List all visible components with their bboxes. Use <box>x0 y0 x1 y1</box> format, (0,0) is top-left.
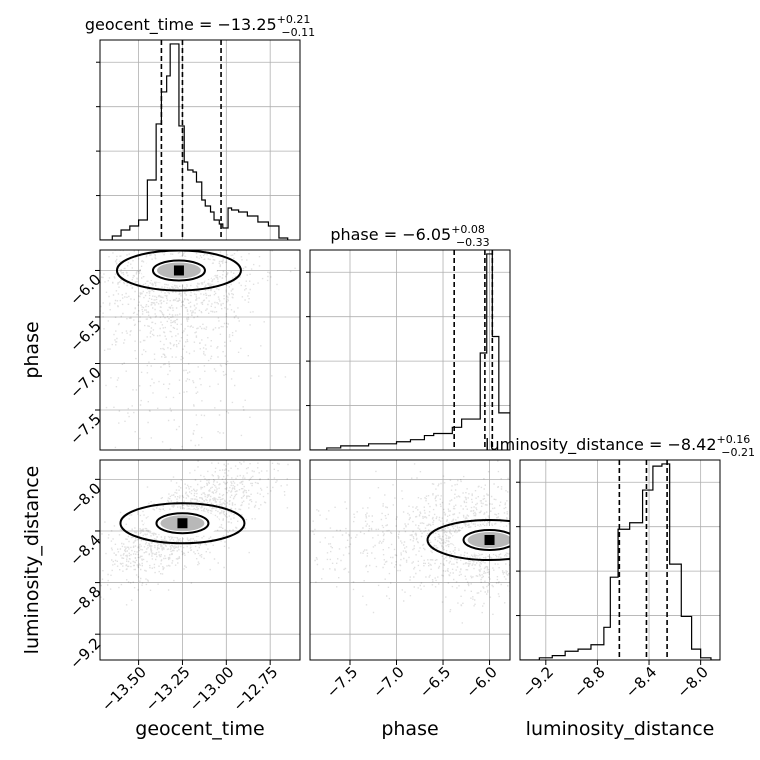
x-tick-label-2: −13.00 <box>186 663 238 715</box>
x-tick-label-3: −6.0 <box>462 663 500 701</box>
x-tick-label-3: −8.0 <box>673 663 711 701</box>
density-peak <box>484 535 495 545</box>
y-tick-label-1: −8.8 <box>66 583 104 621</box>
density-peak <box>177 518 188 529</box>
x-tick-label-2: −6.5 <box>416 663 454 701</box>
panel-frame <box>99 249 301 451</box>
x-axis-phase: −7.5 −7.0 −6.5 −6.0 phase <box>323 660 501 740</box>
panel-frame <box>309 459 511 661</box>
title-minus: −0.11 <box>281 26 315 39</box>
contour-outer <box>426 519 510 561</box>
x-tick-label-1: −7.0 <box>369 663 407 701</box>
x-tick-label-0: −9.2 <box>519 663 557 701</box>
histogram-phase: phase = −6.05+0.08 −0.33 <box>306 223 511 451</box>
scatter-panel-luminosity_distance-vs-phase <box>309 459 511 661</box>
panel-frame <box>519 459 721 661</box>
histogram-grid <box>100 40 300 240</box>
title-luminosity_distance: luminosity_distance = −8.42+0.16 −0.21 <box>485 433 755 459</box>
x-tick-label-1: −13.25 <box>142 663 194 715</box>
panel-frame <box>309 249 511 451</box>
title-plus: +0.16 <box>717 433 751 446</box>
title-geocent_time: geocent_time = −13.25+0.21 −0.11 <box>85 13 315 39</box>
title-minus: −0.33 <box>456 236 490 249</box>
panel-frame <box>99 39 301 241</box>
y-axis-phase: −7.5 −7.0 −6.5 −6.0 phase <box>21 269 105 448</box>
histogram-grid <box>310 250 510 450</box>
title-phase: phase = −6.05+0.08 −0.33 <box>330 223 489 249</box>
y-tick-label-2: −8.4 <box>66 531 104 569</box>
y-tick-label-1: −7.0 <box>66 363 104 401</box>
x-tick-label-1: −8.8 <box>570 663 608 701</box>
title-label: phase = −6.05 <box>330 225 451 244</box>
panel-frame <box>99 459 301 661</box>
y-axis-label: phase <box>21 321 43 378</box>
histogram-bars-luminosity_distance <box>520 463 720 660</box>
density-peak <box>173 265 184 276</box>
y-tick-label-0: −7.5 <box>66 410 104 448</box>
x-tick-label-3: −12.75 <box>230 663 282 715</box>
title-minus: −0.21 <box>721 446 755 459</box>
x-axis-label: phase <box>381 718 438 740</box>
x-tick-label-0: −7.5 <box>323 663 361 701</box>
title-plus: +0.08 <box>451 223 485 236</box>
contour-inner <box>155 512 210 535</box>
x-axis-label: geocent_time <box>135 718 264 740</box>
title-label: luminosity_distance = −8.42 <box>485 435 716 455</box>
contour-outer <box>119 502 246 545</box>
panel-grid <box>100 460 300 660</box>
scatter-panel-luminosity_distance-vs-geocent_time <box>99 459 301 661</box>
contour-inner <box>462 529 510 551</box>
x-tick-label-0: −13.50 <box>98 663 150 715</box>
title-plus: +0.21 <box>277 13 311 26</box>
x-axis-geocent_time: −13.50−13.25−13.00−12.75 geocent_time <box>98 660 282 740</box>
y-axis-luminosity_distance: −9.2 −8.8 −8.4 −8.0 luminosity_distance <box>21 466 105 673</box>
sample-cloud <box>312 460 510 624</box>
histogram-bars-geocent_time <box>100 43 289 240</box>
title-label: geocent_time = −13.25 <box>85 15 277 35</box>
histogram-geocent_time: geocent_time = −13.25+0.21 −0.11 <box>85 13 315 241</box>
y-tick-label-3: −8.0 <box>66 479 104 517</box>
histogram-luminosity_distance: luminosity_distance = −8.42+0.16 −0.21 <box>485 433 755 661</box>
scatter-panel-phase-vs-geocent_time <box>99 249 301 451</box>
sample-cloud <box>100 460 289 606</box>
y-axis-label: luminosity_distance <box>21 466 43 655</box>
x-axis-label: luminosity_distance <box>526 718 715 740</box>
x-axis-luminosity_distance: −9.2 −8.8 −8.4 −8.0 luminosity_distance <box>519 660 715 740</box>
histogram-bars-phase <box>310 253 510 450</box>
x-tick-label-2: −8.4 <box>622 663 660 701</box>
y-tick-label-2: −6.5 <box>66 317 104 355</box>
y-tick-label-0: −9.2 <box>66 634 104 672</box>
sample-points <box>312 460 510 624</box>
contour-inner <box>151 259 206 282</box>
sample-points <box>100 460 289 606</box>
histogram-grid <box>520 460 720 660</box>
y-tick-label-3: −6.0 <box>66 270 104 308</box>
